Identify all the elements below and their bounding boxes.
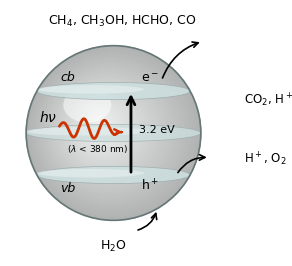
Ellipse shape [76,101,129,153]
Ellipse shape [82,107,121,146]
Ellipse shape [32,52,193,213]
Text: cb: cb [61,72,75,85]
Ellipse shape [78,103,126,151]
Ellipse shape [37,57,185,206]
Ellipse shape [87,113,113,139]
Ellipse shape [48,69,170,192]
Ellipse shape [46,67,173,194]
Ellipse shape [58,81,154,177]
Ellipse shape [64,87,147,170]
Ellipse shape [41,61,180,201]
Text: ($\lambda$ < 380 nm): ($\lambda$ < 380 nm) [67,143,128,155]
Ellipse shape [89,114,111,136]
Ellipse shape [69,93,139,163]
Ellipse shape [26,46,201,220]
Ellipse shape [71,95,136,160]
Text: h$^+$: h$^+$ [141,178,159,194]
Text: $h\nu$: $h\nu$ [39,110,57,125]
Ellipse shape [84,109,118,143]
Ellipse shape [57,79,157,180]
Text: H$_2$O: H$_2$O [100,239,127,254]
Ellipse shape [39,59,183,203]
Text: CH$_4$, CH$_3$OH, HCHO, CO: CH$_4$, CH$_3$OH, HCHO, CO [48,14,197,29]
Ellipse shape [74,99,131,156]
Text: CO$_2$, H$^+$: CO$_2$, H$^+$ [244,91,292,109]
Ellipse shape [30,49,196,215]
Ellipse shape [92,118,105,131]
Ellipse shape [80,105,124,148]
Ellipse shape [26,127,148,136]
Ellipse shape [42,63,178,199]
Text: 3.2 eV: 3.2 eV [139,124,175,135]
Ellipse shape [28,48,198,218]
Ellipse shape [35,56,188,208]
Ellipse shape [62,85,149,172]
Ellipse shape [96,122,100,127]
Ellipse shape [49,71,167,189]
Ellipse shape [66,89,144,168]
Ellipse shape [53,75,162,184]
Ellipse shape [73,97,134,158]
Ellipse shape [51,73,165,187]
Ellipse shape [37,82,190,100]
Ellipse shape [63,88,111,123]
Ellipse shape [94,120,103,129]
Ellipse shape [85,110,116,141]
Ellipse shape [37,85,144,94]
Ellipse shape [67,91,142,165]
Ellipse shape [26,124,201,142]
Ellipse shape [60,83,152,175]
Text: H$^+$, O$_2$: H$^+$, O$_2$ [244,151,287,168]
Ellipse shape [91,117,108,134]
Ellipse shape [44,65,175,196]
Ellipse shape [33,53,190,211]
Text: vb: vb [60,181,76,194]
Ellipse shape [55,77,160,182]
Text: e$^-$: e$^-$ [141,72,159,85]
Ellipse shape [37,166,190,184]
Ellipse shape [37,169,144,177]
